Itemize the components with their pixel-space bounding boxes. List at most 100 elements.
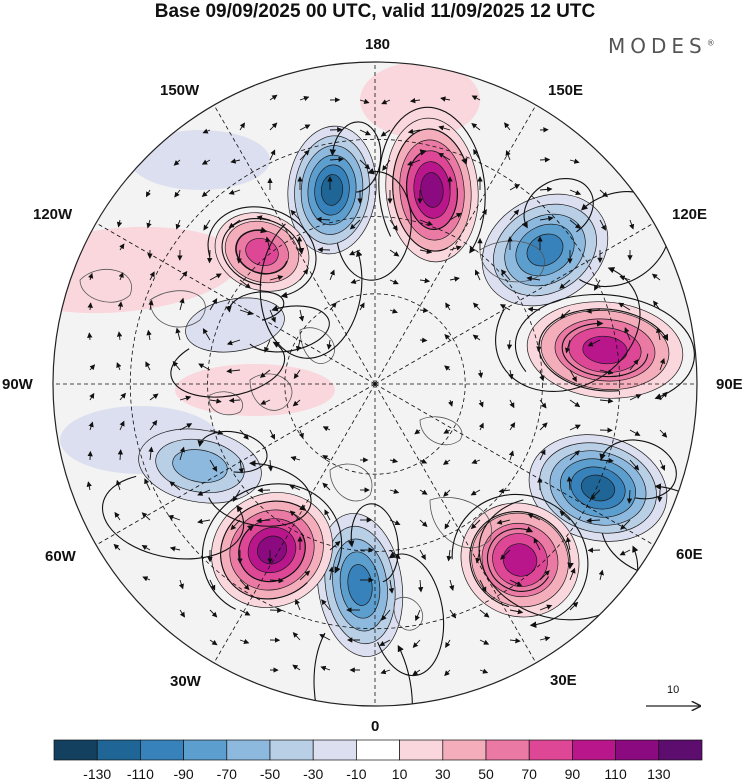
wind-vector xyxy=(419,248,433,255)
anomaly-contour xyxy=(580,474,616,502)
wind-vector xyxy=(293,369,301,380)
wind-vector xyxy=(87,332,93,341)
wind-vector xyxy=(144,478,151,491)
wind-vector xyxy=(618,302,631,311)
anomaly-center xyxy=(211,492,333,608)
wind-vector xyxy=(389,488,400,494)
wind-vector xyxy=(470,519,481,530)
wind-vector xyxy=(619,275,631,281)
wind-vector xyxy=(655,327,662,341)
wind-vector xyxy=(228,189,241,195)
wind-vector xyxy=(269,122,278,131)
anomaly-contour xyxy=(420,172,444,208)
wind-vector xyxy=(329,302,337,311)
lon-label-120e: 120E xyxy=(672,206,708,223)
colorbar-bin xyxy=(658,739,703,761)
colorbar-bin xyxy=(528,739,573,761)
wind-vector xyxy=(292,399,301,407)
wind-vector xyxy=(624,327,631,341)
colorbar-tick-label: -10 xyxy=(346,766,367,782)
wind-vector xyxy=(449,212,462,221)
wind-vector xyxy=(569,567,576,581)
wind-vector xyxy=(629,429,641,436)
wind-vector xyxy=(290,209,301,221)
wind-vector xyxy=(350,278,361,284)
wind-vector xyxy=(629,394,642,401)
wind-vector xyxy=(379,639,391,646)
wind-vector xyxy=(329,540,341,551)
wind-vector xyxy=(359,129,371,136)
wind-vector xyxy=(145,189,151,198)
wind-vector xyxy=(256,215,271,221)
wind-vector xyxy=(508,369,514,380)
lon-label-150w: 150W xyxy=(160,82,200,99)
colorbar-bin xyxy=(442,739,487,761)
colorbar-bin xyxy=(226,739,271,761)
wind-vector xyxy=(477,369,484,379)
anomaly-contour xyxy=(320,174,344,206)
wind-vector xyxy=(539,215,554,222)
wind-vector xyxy=(206,249,213,264)
colorbar-tick-label: 50 xyxy=(478,766,494,782)
colorbar-bin xyxy=(399,739,444,761)
wind-vector xyxy=(382,159,391,171)
wind-vector xyxy=(629,219,635,230)
brand-name: MODES xyxy=(608,34,707,58)
wind-vector xyxy=(115,479,122,491)
wind-vector xyxy=(88,421,94,431)
colorbar-bin xyxy=(356,739,400,761)
wind-vector xyxy=(438,125,451,131)
wind-vector xyxy=(239,579,250,591)
wind-vector xyxy=(599,369,614,375)
wind-vector xyxy=(620,519,631,530)
wind-vector xyxy=(419,458,428,464)
wind-vector xyxy=(203,219,211,231)
wind-vector xyxy=(88,272,94,281)
wind-vector xyxy=(496,519,511,525)
wind-vector xyxy=(322,455,331,461)
wind-vector xyxy=(259,369,271,378)
streamline xyxy=(225,291,285,321)
anomaly-center xyxy=(385,117,479,263)
wind-vector xyxy=(179,423,193,431)
wind-vector xyxy=(419,519,428,528)
wind-vector xyxy=(569,399,581,408)
wind-vector xyxy=(296,236,303,251)
wind-vector xyxy=(239,638,250,645)
wind-vector xyxy=(116,331,123,341)
latitude-circle xyxy=(207,216,543,552)
wind-vector xyxy=(471,95,481,101)
wind-vector xyxy=(479,579,487,593)
wind-vector xyxy=(389,458,399,464)
anomaly-contour xyxy=(256,535,288,565)
lon-label-60e: 60E xyxy=(676,546,703,563)
wind-vector xyxy=(298,309,305,322)
wind-vector xyxy=(407,159,421,166)
colorbar-tick-label: -50 xyxy=(259,766,281,782)
wind-vector xyxy=(629,459,640,471)
colorbar-tick-label: -110 xyxy=(126,766,154,782)
wind-vector xyxy=(659,459,666,471)
wind-vector xyxy=(539,157,551,163)
wind-vector xyxy=(539,399,547,409)
wind-vector xyxy=(412,639,421,648)
colorbar-tick-label: 10 xyxy=(391,766,408,782)
wind-vector xyxy=(114,511,121,521)
latitude-circle xyxy=(129,138,621,630)
modes-logo: MODES® xyxy=(608,34,715,58)
wind-vector xyxy=(239,279,251,289)
wind-vector xyxy=(389,549,401,560)
wind-vector xyxy=(594,279,601,291)
wind-vector xyxy=(232,489,241,502)
wind-vector xyxy=(380,669,391,675)
wind-vector xyxy=(269,577,284,584)
weak-positive-band xyxy=(175,364,335,416)
anomaly-contour xyxy=(347,564,373,606)
wind-vector xyxy=(449,245,462,251)
wind-vector xyxy=(329,156,344,163)
wind-vector xyxy=(209,273,222,281)
wind-vector xyxy=(419,549,426,561)
latitude-circle xyxy=(284,293,466,475)
meridian-line xyxy=(213,104,376,385)
wind-vector xyxy=(389,249,400,257)
